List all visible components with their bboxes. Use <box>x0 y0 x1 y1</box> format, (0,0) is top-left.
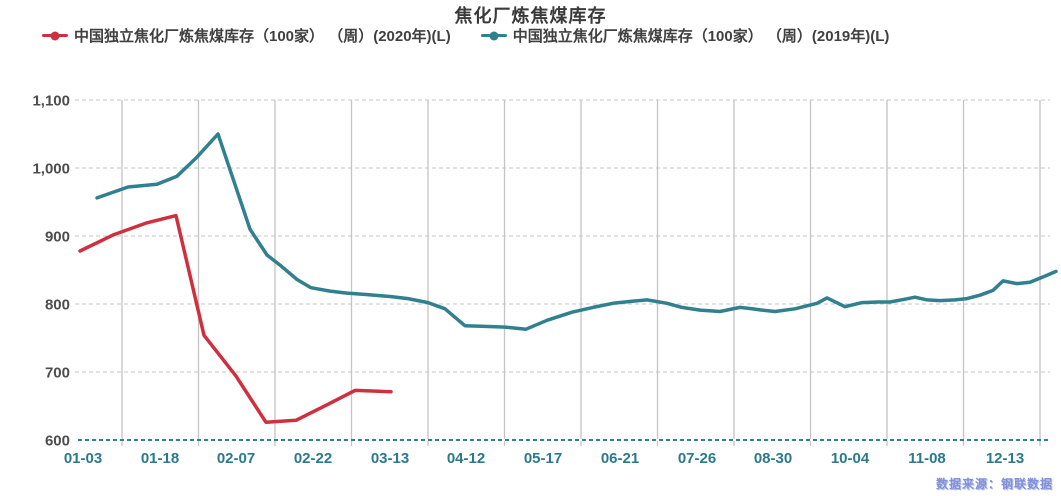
legend-item-2020[interactable]: 中国独立焦化厂炼焦煤库存（100家） （周）(2020年)(L) <box>42 25 451 46</box>
series-line-2020[interactable] <box>78 213 393 425</box>
x-tick-label: 01-03 <box>64 450 102 467</box>
x-tick-label: 03-13 <box>371 450 409 467</box>
x-tick-label: 12-13 <box>986 450 1024 467</box>
legend-marker-2019-icon <box>480 31 507 40</box>
x-tick-label: 05-17 <box>524 450 562 467</box>
y-tick-label: 900 <box>45 229 70 246</box>
legend-marker-2020-icon <box>42 31 68 40</box>
y-tick-label: 800 <box>45 297 70 314</box>
y-tick-label: 1,100 <box>32 93 70 110</box>
x-tick-label: 02-07 <box>217 450 255 467</box>
x-tick-label: 08-30 <box>754 450 792 467</box>
y-tick-label: 1,000 <box>32 161 70 178</box>
x-tick-label: 10-04 <box>831 450 870 467</box>
legend-item-2019[interactable]: 中国独立焦化厂炼焦煤库存（100家） （周）(2019年)(L) <box>480 25 890 46</box>
x-tick-label: 06-21 <box>601 450 639 467</box>
y-tick-label: 700 <box>45 365 70 382</box>
x-tick-label: 07-26 <box>678 450 716 467</box>
legend-label-2019: 中国独立焦化厂炼焦煤库存（100家） （周）(2019年)(L) <box>512 28 890 45</box>
data-source-watermark: 数据来源：钢联数据 <box>935 477 1053 491</box>
legend: 中国独立焦化厂炼焦煤库存（100家） （周）(2020年)(L) 中国独立焦化厂… <box>42 25 889 46</box>
x-tick-label: 02-22 <box>294 450 332 467</box>
legend-label-2020: 中国独立焦化厂炼焦煤库存（100家） （周）(2020年)(L) <box>74 28 451 45</box>
x-tick-label: 04-12 <box>447 450 485 467</box>
x-tick-label: 11-08 <box>908 450 946 467</box>
chart-title: 焦化厂炼焦煤库存 <box>454 6 607 26</box>
x-tick-label: 01-18 <box>141 450 179 467</box>
series-line-2019[interactable] <box>95 132 1058 331</box>
y-tick-label: 600 <box>45 433 70 450</box>
